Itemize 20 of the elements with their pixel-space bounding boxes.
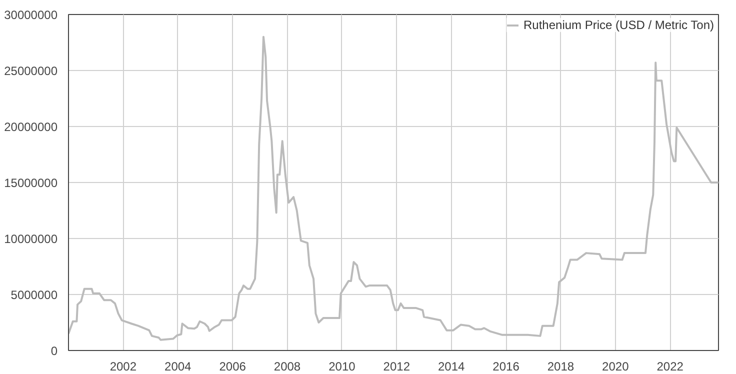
x-tick-label: 2018 <box>547 360 574 374</box>
y-tick-label: 25000000 <box>4 64 58 78</box>
y-tick-label: 30000000 <box>4 8 58 22</box>
y-tick-label: 5000000 <box>10 288 58 302</box>
x-tick-label: 2008 <box>274 360 301 374</box>
y-tick-label: 20000000 <box>4 120 58 134</box>
x-tick-label: 2002 <box>110 360 137 374</box>
x-tick-label: 2006 <box>219 360 246 374</box>
x-tick-label: 2012 <box>383 360 410 374</box>
y-tick-label: 10000000 <box>4 232 58 246</box>
y-tick-label: 15000000 <box>4 176 58 190</box>
x-tick-label: 2020 <box>602 360 630 374</box>
x-tick-label: 2022 <box>656 360 684 374</box>
y-tick-label: 0 <box>50 344 58 358</box>
x-tick-label: 2010 <box>328 360 356 374</box>
line-series <box>68 36 718 341</box>
x-tick-label: 2014 <box>438 360 466 374</box>
legend-label: Ruthenium Price (USD / Metric Ton) <box>524 18 714 32</box>
x-tick-label: 2004 <box>164 360 192 374</box>
x-tick-label: 2016 <box>492 360 520 374</box>
